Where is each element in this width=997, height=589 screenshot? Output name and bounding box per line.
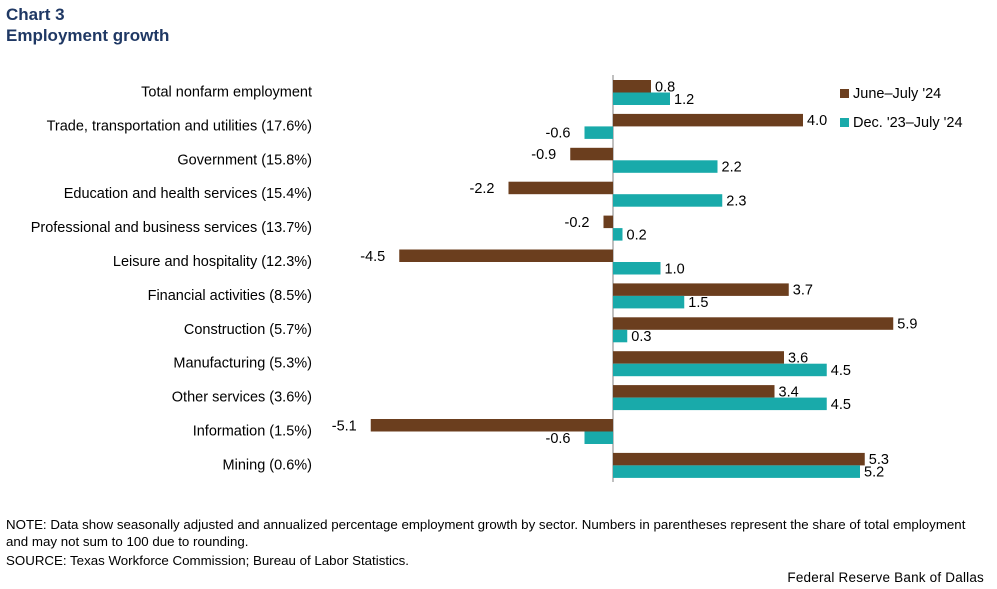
bar-series-1 — [613, 452, 865, 466]
bar-series-2 — [613, 228, 623, 241]
data-label: 1.5 — [688, 295, 708, 311]
bar-series-1 — [613, 351, 784, 364]
data-label: 2.3 — [726, 193, 746, 209]
bar-series-1 — [613, 113, 803, 127]
bar-chart: Total nonfarm employment 0.81.2 Trade, tra… — [31, 75, 963, 482]
legend-swatch — [840, 89, 849, 98]
data-label: 0.2 — [627, 227, 647, 243]
data-label: -2.2 — [470, 181, 495, 197]
legend-label: Dec. '23–July '24 — [853, 115, 963, 131]
bar-series-1 — [603, 215, 613, 229]
data-label: 5.2 — [864, 465, 884, 481]
category-label: Total nonfarm employment — [141, 85, 312, 101]
bar-series-2 — [613, 363, 827, 377]
bar-series-2 — [613, 262, 661, 275]
data-label: 3.4 — [779, 384, 799, 400]
data-label: 3.6 — [788, 350, 808, 366]
chart-source: SOURCE: Texas Workforce Commission; Bure… — [6, 553, 409, 568]
data-label: 1.2 — [674, 92, 694, 108]
legend-label: June–July '24 — [853, 86, 941, 102]
bar-series-1 — [613, 385, 775, 398]
publisher-credit: Federal Reserve Bank of Dallas — [787, 570, 984, 585]
data-label: -0.2 — [565, 215, 590, 231]
data-label: 1.0 — [665, 261, 685, 277]
data-label: -4.5 — [360, 249, 385, 265]
legend-swatch — [840, 118, 849, 127]
data-label: 4.5 — [831, 363, 851, 379]
category-label: Leisure and hospitality (12.3%) — [113, 254, 312, 270]
data-label: -0.6 — [546, 431, 571, 447]
category-label: Mining (0.6%) — [223, 457, 312, 473]
category-label: Information (1.5%) — [193, 424, 312, 440]
chart-note: NOTE: Data show seasonally adjusted and … — [6, 517, 966, 549]
category-label: Other services (3.6%) — [172, 390, 312, 406]
bar-series-2 — [613, 194, 723, 207]
category-label: Trade, transportation and utilities (17.… — [47, 118, 312, 134]
bar-series-2 — [613, 92, 670, 105]
bar-series-2 — [613, 160, 718, 173]
bar-series-1 — [399, 249, 613, 262]
bar-series-1 — [613, 80, 651, 93]
data-label: 2.2 — [722, 160, 742, 176]
bar-series-1 — [613, 317, 894, 330]
bar-series-1 — [370, 419, 613, 432]
data-label: 4.0 — [807, 113, 827, 129]
bar-series-2 — [584, 126, 613, 139]
bar-series-2 — [613, 295, 685, 309]
chart-number: Chart 3 — [6, 5, 65, 24]
bar-series-1 — [570, 147, 613, 161]
data-label: 5.9 — [897, 317, 917, 333]
bar-series-2 — [613, 397, 827, 411]
bar-series-1 — [508, 181, 613, 195]
bar-series-2 — [613, 329, 628, 343]
data-label: -0.9 — [531, 147, 556, 163]
bar-series-2 — [584, 431, 613, 444]
data-label: 0.3 — [631, 329, 651, 345]
category-label: Construction (5.7%) — [184, 322, 312, 338]
data-label: 3.7 — [793, 283, 813, 299]
data-label: 4.5 — [831, 397, 851, 413]
chart-title: Employment growth — [6, 26, 170, 45]
bar-series-2 — [613, 465, 860, 478]
category-label: Education and health services (15.4%) — [64, 186, 312, 202]
category-label: Government (15.8%) — [177, 152, 312, 168]
data-label: -5.1 — [332, 418, 357, 434]
category-label: Manufacturing (5.3%) — [173, 356, 312, 372]
bar-series-1 — [613, 283, 789, 296]
category-label: Professional and business services (13.7… — [31, 220, 312, 236]
data-label: 5.3 — [869, 452, 889, 468]
data-label: 0.8 — [655, 79, 675, 95]
data-label: -0.6 — [546, 126, 571, 142]
category-label: Financial activities (8.5%) — [148, 288, 312, 304]
